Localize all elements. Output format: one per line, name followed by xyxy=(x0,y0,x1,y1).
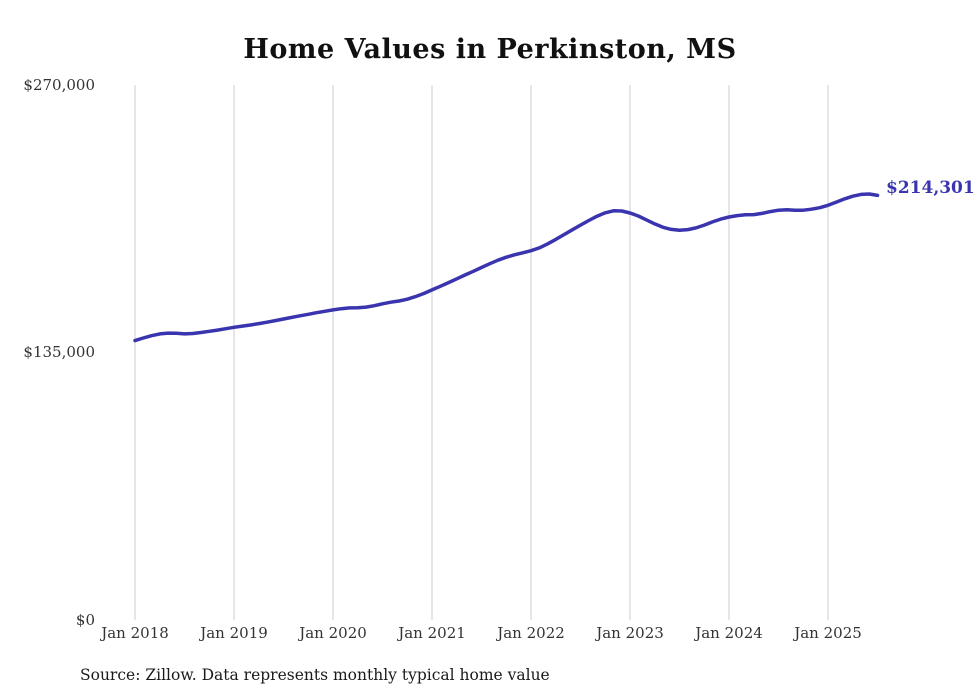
x-axis-tick-jan-2023: Jan 2023 xyxy=(596,624,664,642)
x-axis-tick-jan-2024: Jan 2024 xyxy=(695,624,763,642)
x-axis-tick-jan-2025: Jan 2025 xyxy=(794,624,862,642)
x-axis-tick-jan-2021: Jan 2021 xyxy=(398,624,466,642)
y-axis-tick-135000: $135,000 xyxy=(23,343,95,361)
source-attribution: Source: Zillow. Data represents monthly … xyxy=(80,666,550,684)
x-axis-tick-jan-2018: Jan 2018 xyxy=(101,624,169,642)
y-axis-tick-270000: $270,000 xyxy=(23,76,95,94)
current-value-label: $214,301 xyxy=(886,178,975,198)
x-axis-tick-jan-2022: Jan 2022 xyxy=(497,624,565,642)
home-value-series-line xyxy=(133,192,880,343)
y-axis-tick-0: $0 xyxy=(75,611,95,629)
x-axis-tick-jan-2019: Jan 2019 xyxy=(200,624,268,642)
x-axis-tick-jan-2020: Jan 2020 xyxy=(299,624,367,642)
chart-title: Home Values in Perkinston, MS xyxy=(243,34,737,65)
